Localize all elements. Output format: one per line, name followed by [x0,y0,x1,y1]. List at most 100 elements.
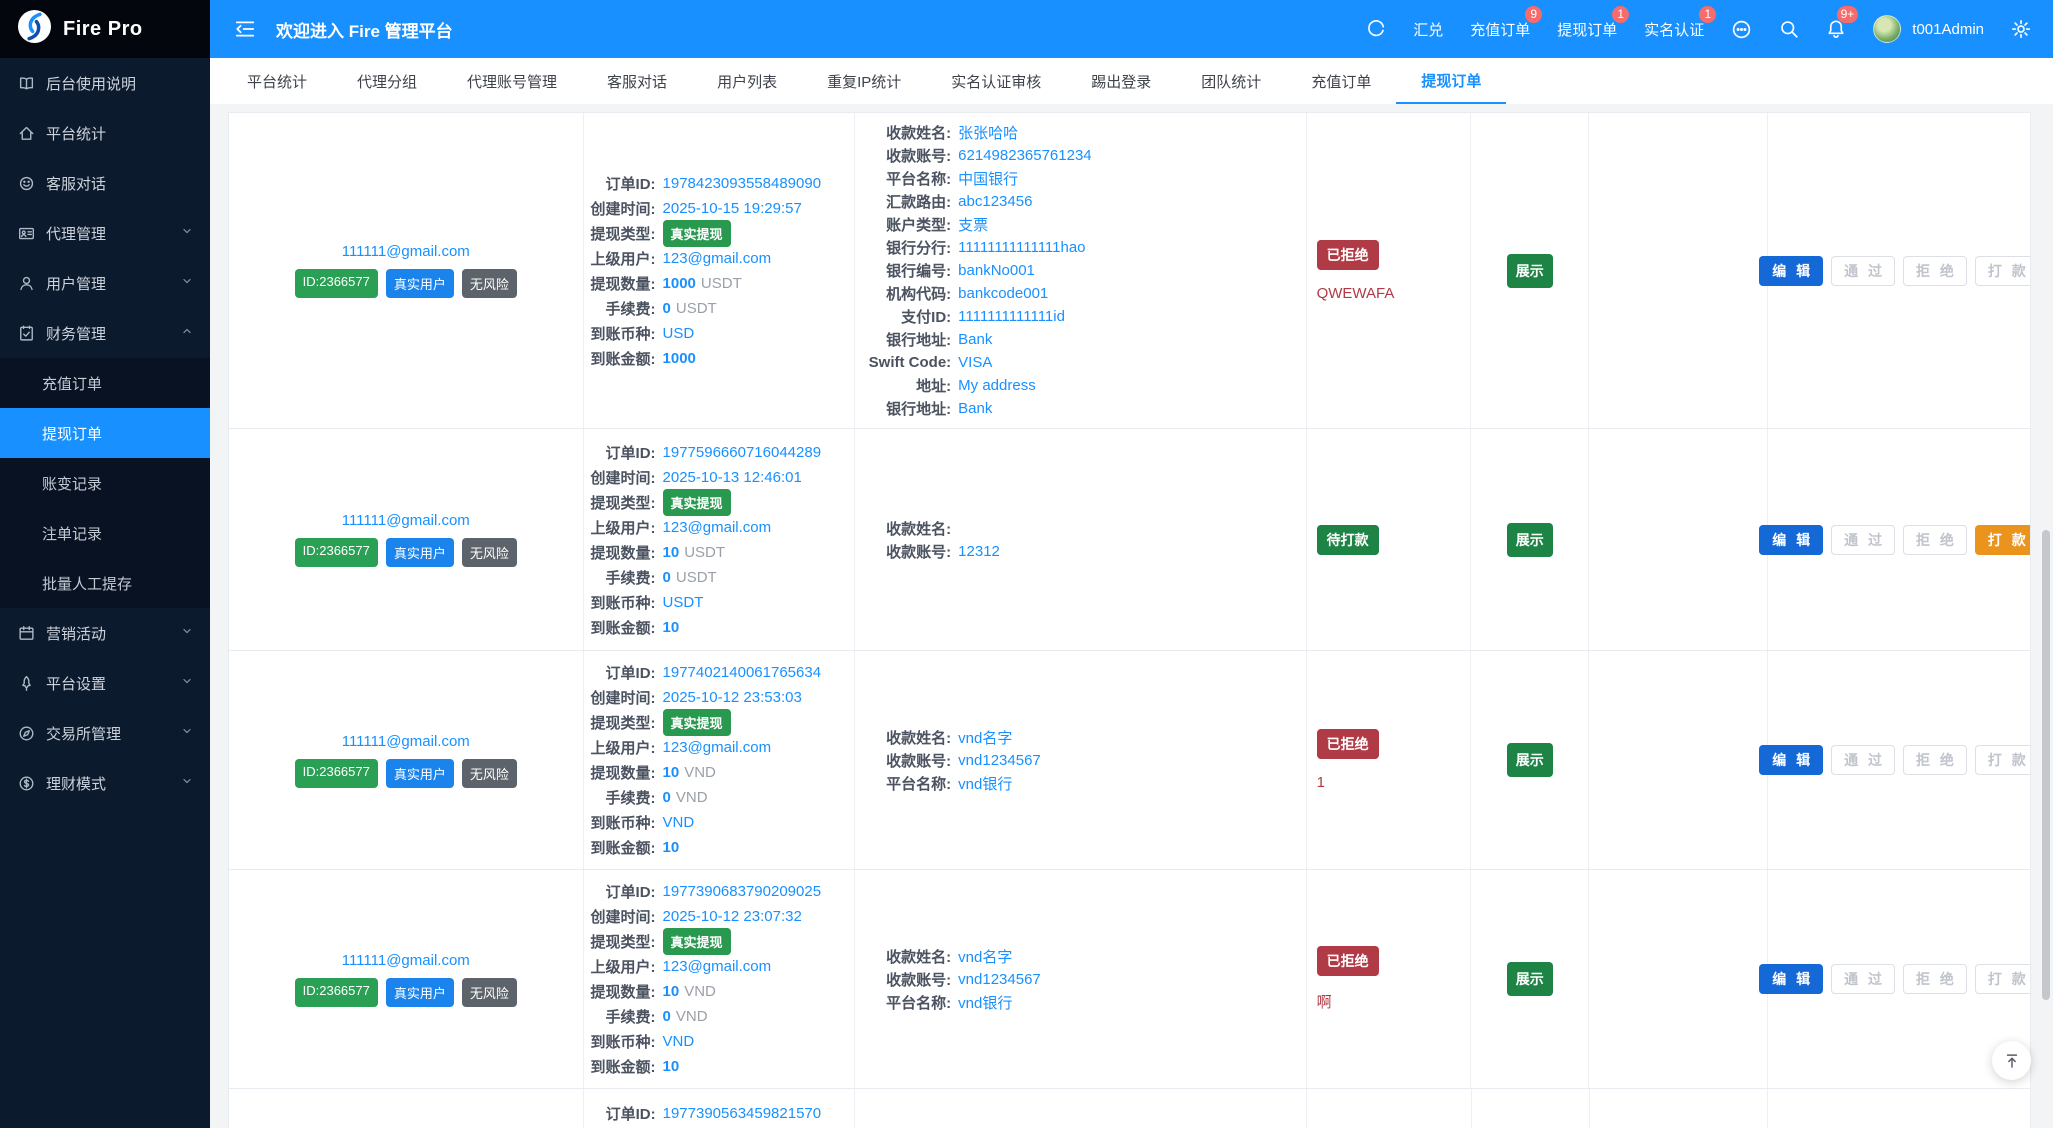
calendar-icon [18,625,35,642]
sidebar-subitem-提现订单[interactable]: 提现订单 [0,408,210,458]
detail-line: 提现类型: 真实提现 [584,219,855,247]
voucher-cell [1589,113,1768,428]
user-badges: ID:2366577 真实用户 无风险 [294,269,517,298]
tab-重复IP统计[interactable]: 重复IP统计 [827,73,902,91]
tab-实名认证审核[interactable]: 实名认证审核 [951,73,1042,91]
chat-icon[interactable] [1731,19,1752,40]
sidebar-subitem-注单记录[interactable]: 注单记录 [0,508,210,558]
sidebar-subitem-充值订单[interactable]: 充值订单 [0,358,210,408]
user-tag-badge: 真实用户 [385,977,454,1007]
detail-label: 上级用户: [590,250,656,268]
detail-line: 收款账号: vnd1234567 [855,749,1305,772]
detail-value: 1000 [662,349,696,367]
user-email-link[interactable]: 111111@gmail.com [341,512,470,529]
detail-label: 订单ID: [605,665,656,682]
sidebar-item-客服对话[interactable]: 客服对话 [0,158,210,208]
detail-label: 收款账号: [886,543,952,561]
withdraw-type-badge: 真实提现 [662,928,731,955]
user-badges: ID:2366577 真实用户 无风险 [294,977,517,1007]
detail-value: bankcode001 [958,285,1049,302]
topbar-nav-实名认证[interactable]: 实名认证 1 [1644,5,1717,40]
sidebar-item-后台使用说明[interactable]: 后台使用说明 [0,58,210,108]
show-button[interactable]: 展示 [1506,522,1553,557]
status-remark: 1 [1316,774,1325,791]
tab-代理账号管理[interactable]: 代理账号管理 [467,73,558,91]
detail-value: abc123456 [958,193,1033,210]
refresh-icon[interactable] [1366,19,1386,39]
detail-value: bankNo001 [958,262,1035,279]
sidebar-item-财务管理[interactable]: 财务管理 [0,308,210,358]
edit-button[interactable]: 编 辑 [1759,964,1824,994]
sidebar-item-交易所管理[interactable]: 交易所管理 [0,708,210,758]
user-email-link[interactable]: 111111@gmail.com [341,732,470,750]
sidebar-item-营销活动[interactable]: 营销活动 [0,608,210,658]
topbar-nav-汇兑[interactable]: 汇兑 [1413,19,1443,40]
tab-充值订单[interactable]: 充值订单 [1311,73,1372,91]
user-tag-badge: 真实用户 [385,758,454,788]
actions-cell: 编 辑通 过拒 绝打 款 [1759,870,2030,1088]
edit-button[interactable]: 编 辑 [1759,255,1824,286]
edit-button[interactable]: 编 辑 [1759,745,1824,775]
tab-提现订单[interactable]: 提现订单 [1396,58,1507,104]
user-avatar[interactable] [1873,15,1902,43]
detail-label: 到账金额: [590,1059,656,1076]
tab-平台统计[interactable]: 平台统计 [247,73,308,91]
tab-踢出登录[interactable]: 踢出登录 [1091,73,1152,91]
tab-用户列表[interactable]: 用户列表 [717,73,778,91]
detail-label: 手续费: [605,1009,656,1026]
tab-代理分组[interactable]: 代理分组 [357,73,418,91]
show-button[interactable]: 展示 [1506,962,1553,996]
detail-line: 创建时间: 2025-10-15 19:29:57 [584,196,855,221]
detail-line: 收款姓名: [855,517,1305,540]
sidebar-item-平台设置[interactable]: 平台设置 [0,658,210,708]
fire-pro-logo-icon [17,9,52,49]
detail-value: 2025-10-15 19:29:57 [662,199,802,217]
detail-line: 上级用户: 123@gmail.com [584,735,855,760]
sidebar-collapse-icon[interactable] [234,18,256,40]
show-button[interactable]: 展示 [1506,743,1553,777]
detail-label: 提现数量: [590,984,656,1001]
user-email-link[interactable]: 111111@gmail.com [341,243,470,260]
sidebar-item-代理管理[interactable]: 代理管理 [0,208,210,258]
detail-unit: VND [684,764,716,781]
vertical-scrollbar-thumb[interactable] [2042,530,2050,1000]
sidebar-item-理财模式[interactable]: 理财模式 [0,758,210,808]
show-cell: 展示 [1471,429,1590,650]
detail-label: 银行编号: [886,263,952,280]
order-details-cell: 订单ID: 1977390683790209025 创建时间: 2025-10-12 … [584,870,856,1088]
search-icon[interactable] [1779,19,1799,39]
tab-团队统计[interactable]: 团队统计 [1201,73,1262,91]
tab-客服对话[interactable]: 客服对话 [607,73,668,91]
detail-label: 提现数量: [590,765,656,782]
sidebar-menu: 后台使用说明 平台统计 客服对话 代理管理 用户管理 财务管理 充值订单 提现订单 账变记录 注单… [0,58,210,1128]
withdraw-orders-table: 111111@gmail.com ID:2366577 真实用户 无风险 订单ID: 19… [228,112,2031,1128]
detail-line: 银行分行: 11111111111111hao [855,236,1305,259]
status-cell [1307,1089,1472,1128]
user-email-link[interactable]: 111111@gmail.com [341,951,470,969]
detail-value: 1977390563459821570 [662,1105,822,1122]
gear-icon[interactable] [2011,19,2031,39]
order-details-cell: 订单ID: 1977402140061765634 创建时间: 2025-10-12 … [584,651,856,869]
sidebar-subitem-账变记录[interactable]: 账变记录 [0,458,210,508]
detail-value: vnd1234567 [958,970,1041,988]
pay-button[interactable]: 打 款 [1974,524,2030,555]
detail-label: 到账币种: [590,325,656,343]
status-badge: 待打款 [1316,524,1379,555]
show-button[interactable]: 展示 [1506,253,1553,288]
edit-button[interactable]: 编 辑 [1759,524,1824,555]
sidebar-subitem-批量人工提存[interactable]: 批量人工提存 [0,558,210,608]
detail-label: 收款姓名: [886,948,952,966]
topbar-nav-充值订单[interactable]: 充值订单 9 [1470,5,1543,40]
detail-unit: VND [675,789,708,806]
bell-badge: 9+ [1836,6,1859,23]
status-cell: 已拒绝 QWEWAFA [1307,113,1472,428]
topbar-nav-提现订单[interactable]: 提现订单 1 [1557,5,1630,40]
sidebar-item-用户管理[interactable]: 用户管理 [0,258,210,308]
status-cell: 已拒绝啊 [1307,870,1472,1088]
detail-line: 平台名称: vnd银行 [855,991,1305,1014]
notification-badge: 1 [1612,5,1630,23]
sidebar-item-平台统计[interactable]: 平台统计 [0,108,210,158]
bell-icon[interactable]: 9+ [1826,6,1859,39]
back-to-top-button[interactable] [1992,1041,2031,1080]
service-icon [18,175,35,192]
